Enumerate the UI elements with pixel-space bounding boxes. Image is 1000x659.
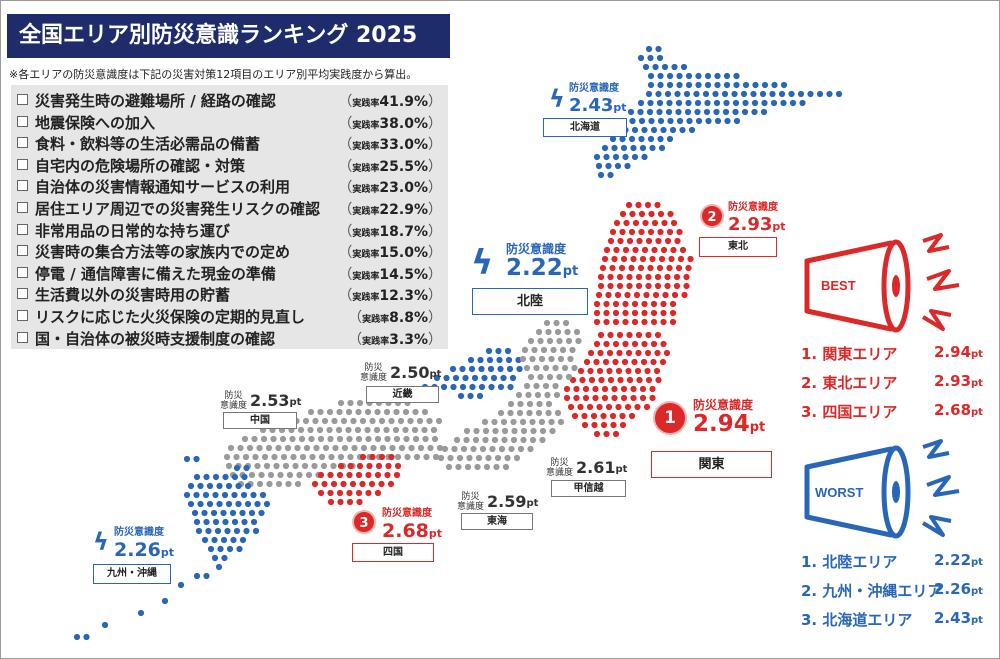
measure-label: 居住エリア周辺での災害発生リスクの確認 — [35, 200, 321, 218]
tokai-name-box: 東海 — [461, 513, 533, 530]
medal-1-icon: 1 — [653, 401, 687, 435]
measures-list: 災害発生時の避難場所 / 経路の確認 （実践率41.9%） 地震保険への加入 （実践率… — [11, 85, 448, 349]
chubu-dots — [437, 319, 582, 471]
megaphone-icon: WORST — [804, 439, 960, 539]
checkbox-icon — [17, 331, 28, 343]
shikoku-name-box: 四国 — [352, 543, 434, 562]
kanto-name-box: 関東 — [651, 451, 772, 478]
measure-row: 生活費以外の災害時用の貯蓄 （実践率12.3%） — [11, 283, 448, 305]
measure-rate: （実践率41.9%） — [338, 94, 442, 110]
hokkaido-dots — [593, 45, 843, 179]
checkbox-icon — [17, 266, 28, 278]
tohoku-name-box: 東北 — [699, 237, 777, 257]
checkbox-icon — [17, 180, 28, 192]
tohoku-label: 防災意識度 2.93pt — [728, 202, 786, 235]
chugoku-label: 防災 意識度 2.53pt — [220, 390, 302, 411]
measure-label: 災害発生時の避難場所 / 経路の確認 — [35, 92, 276, 110]
koshinetsu-name-box: 甲信越 — [551, 480, 626, 497]
kanto-label: 防災意識度 2.94pt — [693, 398, 766, 437]
measure-row: 国・自治体の被災時支援制度の確認 （実践率3.3%） — [11, 327, 448, 349]
calculation-note: ※各エリアの防災意識度は下記の災害対策12項目のエリア別平均実践度から算出。 — [9, 68, 418, 81]
measure-rate: （実践率3.3%） — [348, 331, 442, 348]
measure-row: 非常用品の日常的な持ち運び （実践率18.7%） — [11, 219, 448, 241]
measure-rate: （実践率33.0%） — [338, 137, 442, 154]
measure-rate: （実践率8.8%） — [348, 310, 442, 326]
chugoku-name-box: 中国 — [223, 412, 297, 429]
measure-row: 災害発生時の避難場所 / 経路の確認 （実践率41.9%） — [11, 89, 448, 111]
best-rank-row: 1. 関東エリア 2.94pt — [801, 343, 983, 363]
measure-row: リスクに応じた火災保険の定期的見直し （実践率8.8%） — [11, 305, 448, 327]
measure-row: 災害時の集合方法等の家族内での定め （実践率15.0%） — [11, 240, 448, 262]
measure-label: 非常用品の日常的な持ち運び — [35, 221, 231, 240]
hokkaido-name-box: 北海道 — [543, 118, 627, 137]
best-rank-row: 3. 四国エリア 2.68pt — [801, 401, 983, 421]
measure-rate: （実践率15.0%） — [338, 245, 442, 262]
measure-label: 地震保険への加入 — [35, 113, 156, 132]
hokuriku-name-box: 北陸 — [472, 288, 588, 315]
kyushu-label: 防災意識度 2.26pt — [114, 527, 175, 561]
kyushu-name-box: 九州・沖縄 — [93, 564, 171, 584]
page-title: 全国エリア別防災意識ランキング 2025 — [7, 14, 450, 58]
measure-row: 食料・飲料等の生活必需品の備蓄 （実践率33.0%） — [11, 132, 448, 154]
kinki-label: 防災 意識度 2.50pt — [360, 362, 442, 383]
megaphone-icon: BEST — [804, 233, 960, 333]
kinki-name-box: 近畿 — [366, 386, 439, 403]
measure-label: 生活費以外の災害時用の貯蓄 — [35, 286, 231, 305]
worst-rank-row: 1. 北陸エリア 2.22pt — [801, 551, 983, 571]
measure-rate: （実践率18.7%） — [338, 223, 442, 240]
measure-row: 居住エリア周辺での災害発生リスクの確認 （実践率22.9%） — [11, 197, 448, 219]
measure-row: 自宅内の危険場所の確認・対策 （実践率25.5%） — [11, 154, 448, 176]
lightning-icon: ϟ — [93, 528, 109, 556]
medal-3-icon: 3 — [352, 510, 376, 534]
measure-row: 自治体の災害情報通知サービスの利用 （実践率23.0%） — [11, 175, 448, 197]
tohoku-dots — [593, 201, 694, 326]
checkbox-icon — [17, 202, 28, 213]
measure-rate: （実践率12.3%） — [338, 288, 442, 305]
checkbox-icon — [17, 94, 28, 105]
measure-label: 食料・飲料等の生活必需品の備蓄 — [35, 135, 261, 154]
measure-row: 地震保険への加入 （実践率38.0%） — [11, 111, 448, 133]
measure-rate: （実践率38.0%） — [338, 115, 442, 132]
measure-rate: （実践率23.0%） — [338, 180, 442, 197]
worst-label: WORST — [815, 485, 863, 500]
checkbox-icon — [17, 310, 28, 321]
measure-rate: （実践率14.5%） — [338, 266, 442, 283]
checkbox-icon — [17, 137, 28, 149]
checkbox-icon — [17, 115, 28, 127]
best-label: BEST — [821, 278, 856, 293]
measure-label: 停電 / 通信障害に備えた現金の準備 — [35, 264, 276, 283]
hokuriku-label: 防災意識度 2.22pt — [506, 242, 579, 281]
worst-rank-row: 3. 北海道エリア 2.43pt — [801, 609, 983, 629]
koshinetsu-label: 防災 意識度 2.61pt — [546, 457, 628, 478]
medal-2-icon: 2 — [700, 204, 724, 228]
checkbox-icon — [17, 158, 28, 170]
measure-label: 自宅内の危険場所の確認・対策 — [35, 156, 246, 175]
measure-row: 停電 / 通信障害に備えた現金の準備 （実践率14.5%） — [11, 262, 448, 284]
tokai-label: 防災 意識度 2.59pt — [457, 491, 539, 512]
kyushu-dots — [73, 455, 271, 641]
measure-label: リスクに応じた火災保険の定期的見直し — [35, 308, 306, 326]
checkbox-icon — [17, 223, 28, 235]
hokkaido-label: 防災意識度 2.43pt — [569, 83, 627, 116]
measure-rate: （実践率22.9%） — [338, 202, 442, 218]
measure-label: 自治体の災害情報通知サービスの利用 — [35, 178, 291, 197]
lightning-icon: ϟ — [549, 85, 565, 113]
lightning-icon: ϟ — [471, 243, 494, 283]
measure-label: 国・自治体の被災時支援制度の確認 — [35, 329, 276, 348]
checkbox-icon — [17, 288, 28, 300]
measure-label: 災害時の集合方法等の家族内での定め — [35, 243, 291, 262]
kanto-dots — [563, 331, 671, 438]
shikoku-dots — [311, 453, 402, 506]
shikoku-label: 防災意識度 2.68pt — [382, 508, 443, 542]
measure-rate: （実践率25.5%） — [338, 158, 442, 175]
worst-rank-row: 2. 九州・沖縄エリア 2.26pt — [801, 580, 983, 600]
checkbox-icon — [17, 245, 28, 257]
best-rank-row: 2. 東北エリア 2.93pt — [801, 372, 983, 392]
